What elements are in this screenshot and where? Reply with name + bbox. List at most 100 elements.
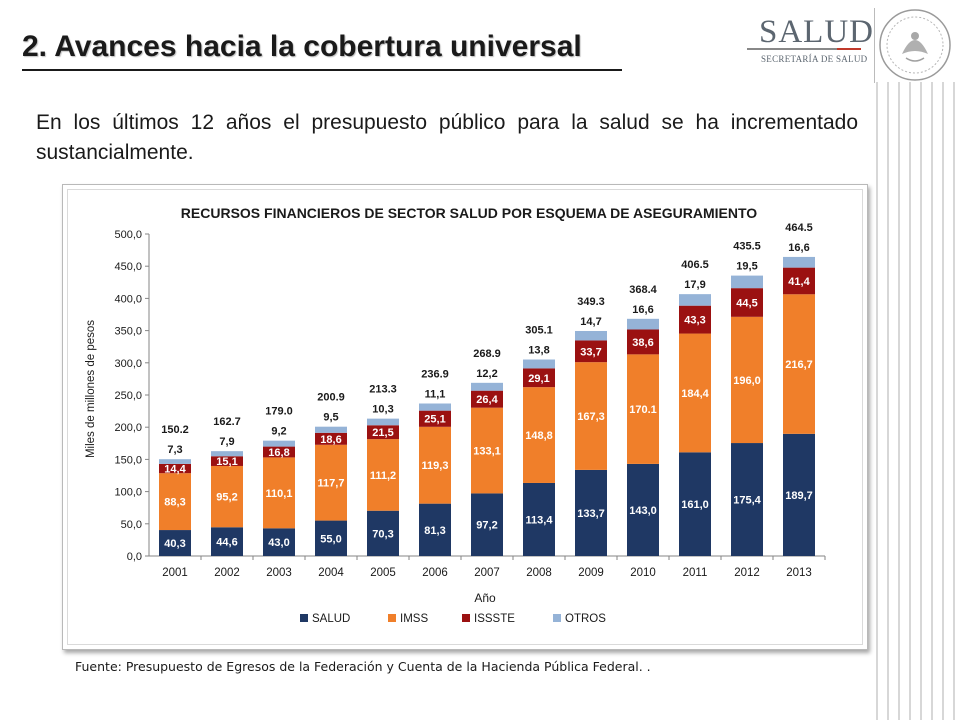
bar-segment-salud-2012 xyxy=(731,443,763,556)
x-tick-label: 2008 xyxy=(526,567,552,579)
bar-segment-imss-2004 xyxy=(315,444,347,521)
bar-segment-otros-2004 xyxy=(315,426,347,433)
bar-segment-issste-2011 xyxy=(679,305,711,334)
decorative-stripes xyxy=(876,82,960,720)
bar-segment-salud-2011 xyxy=(679,452,711,556)
chart-title: RECURSOS FINANCIEROS DE SECTOR SALUD POR… xyxy=(181,205,758,221)
bar-segment-imss-2001 xyxy=(159,473,191,531)
bar-segment-otros-2012 xyxy=(731,275,763,289)
x-tick-label: 2007 xyxy=(474,567,500,579)
data-label-salud: 81,3 xyxy=(424,525,445,537)
data-label-otros: 9,2 xyxy=(271,426,286,438)
bar-segment-salud-2005 xyxy=(367,510,399,556)
national-seal-icon xyxy=(879,9,951,81)
legend-label-imss: IMSS xyxy=(400,613,428,625)
bar-segment-salud-2008 xyxy=(523,482,555,556)
data-label-issste: 44,5 xyxy=(736,297,757,309)
legend-label-otros: OTROS xyxy=(565,613,606,625)
bar-segment-issste-2004 xyxy=(315,432,347,445)
logo-wordmark: SALUD xyxy=(759,14,875,50)
total-label: 268.9 xyxy=(473,348,501,360)
data-label-salud: 161,0 xyxy=(681,499,709,511)
data-label-imss: 95,2 xyxy=(216,492,237,504)
data-label-issste: 26,4 xyxy=(476,394,498,406)
data-label-issste: 43,3 xyxy=(684,315,705,327)
total-label: 406.5 xyxy=(681,259,709,271)
bar-segment-issste-2008 xyxy=(523,368,555,388)
bar-segment-otros-2007 xyxy=(471,382,503,391)
bar-segment-issste-2012 xyxy=(731,288,763,317)
bar-segment-salud-2010 xyxy=(627,463,659,556)
data-label-imss: 111,2 xyxy=(370,470,396,482)
bar-segment-otros-2006 xyxy=(419,403,451,411)
data-label-imss: 148,8 xyxy=(525,430,553,442)
legend-swatch-imss xyxy=(388,614,396,622)
y-tick-label: 200,0 xyxy=(114,422,142,434)
data-label-issste: 41,4 xyxy=(788,276,810,288)
total-label: 150.2 xyxy=(161,424,189,436)
y-tick-label: 0,0 xyxy=(127,551,142,563)
y-tick-label: 50,0 xyxy=(121,519,142,531)
slide-title: 2. Avances hacia la cobertura universal xyxy=(22,30,582,63)
bar-segment-otros-2011 xyxy=(679,294,711,306)
data-label-imss: 184,4 xyxy=(681,388,709,400)
bar-segment-imss-2002 xyxy=(211,465,243,528)
bar-segment-salud-2002 xyxy=(211,527,243,556)
data-label-salud: 70,3 xyxy=(372,528,393,540)
data-label-salud: 113,4 xyxy=(526,514,554,526)
data-label-otros: 12,2 xyxy=(476,368,497,380)
bar-segment-issste-2006 xyxy=(419,410,451,427)
bar-segment-otros-2009 xyxy=(575,330,607,341)
legend-swatch-issste xyxy=(462,614,470,622)
x-tick-label: 2006 xyxy=(422,567,448,579)
data-label-otros: 7,9 xyxy=(219,436,234,448)
data-label-issste: 21,5 xyxy=(372,427,393,439)
bar-segment-otros-2002 xyxy=(211,451,243,457)
total-label: 305.1 xyxy=(525,325,553,337)
x-tick-label: 2002 xyxy=(214,567,240,579)
data-label-salud: 133,7 xyxy=(577,508,605,520)
bar-segment-imss-2008 xyxy=(523,387,555,483)
data-label-imss: 167,3 xyxy=(577,411,605,423)
data-label-otros: 10,3 xyxy=(372,404,393,416)
y-tick-label: 100,0 xyxy=(114,487,142,499)
bar-segment-salud-2006 xyxy=(419,503,451,556)
data-label-salud: 40,3 xyxy=(164,538,185,550)
y-tick-label: 350,0 xyxy=(114,326,142,338)
salud-logo: SALUD SECRETARÍA DE SALUD xyxy=(745,14,873,72)
data-label-otros: 7,3 xyxy=(167,444,182,456)
bar-segment-salud-2013 xyxy=(783,433,815,556)
total-label: 349.3 xyxy=(577,296,605,308)
y-tick-label: 450,0 xyxy=(114,261,142,273)
x-tick-label: 2013 xyxy=(786,567,812,579)
data-label-salud: 43,0 xyxy=(268,537,289,549)
data-label-otros: 11,1 xyxy=(425,389,446,401)
title-underline xyxy=(22,69,622,71)
legend-label-issste: ISSSTE xyxy=(474,613,515,625)
source-note: Fuente: Presupuesto de Egresos de la Fed… xyxy=(75,659,651,674)
total-label: 200.9 xyxy=(317,392,345,404)
data-label-otros: 13,8 xyxy=(528,345,549,357)
y-tick-label: 150,0 xyxy=(114,454,142,466)
bar-segment-issste-2003 xyxy=(263,446,295,458)
data-label-otros: 17,9 xyxy=(684,279,705,291)
data-label-issste: 33,7 xyxy=(580,346,601,358)
x-tick-label: 2012 xyxy=(734,567,760,579)
data-label-salud: 189,7 xyxy=(785,490,813,502)
bar-segment-imss-2010 xyxy=(627,354,659,464)
bar-segment-issste-2005 xyxy=(367,425,399,440)
bar-segment-issste-2009 xyxy=(575,340,607,363)
stacked-bar-chart: RECURSOS FINANCIEROS DE SECTOR SALUD POR… xyxy=(85,205,826,625)
y-axis-label: Miles de millones de pesos xyxy=(85,320,97,458)
bar-segment-issste-2007 xyxy=(471,390,503,408)
total-label: 236.9 xyxy=(421,369,449,381)
data-label-issste: 16,8 xyxy=(268,447,289,459)
bar-segment-imss-2009 xyxy=(575,362,607,470)
total-label: 368.4 xyxy=(629,284,657,296)
data-label-salud: 44,6 xyxy=(216,537,237,549)
logo-subtitle: SECRETARÍA DE SALUD xyxy=(761,54,868,64)
data-label-imss: 216,7 xyxy=(785,359,813,371)
x-tick-label: 2001 xyxy=(162,567,188,579)
y-tick-label: 400,0 xyxy=(114,293,142,305)
chart-inner-border xyxy=(67,189,863,645)
